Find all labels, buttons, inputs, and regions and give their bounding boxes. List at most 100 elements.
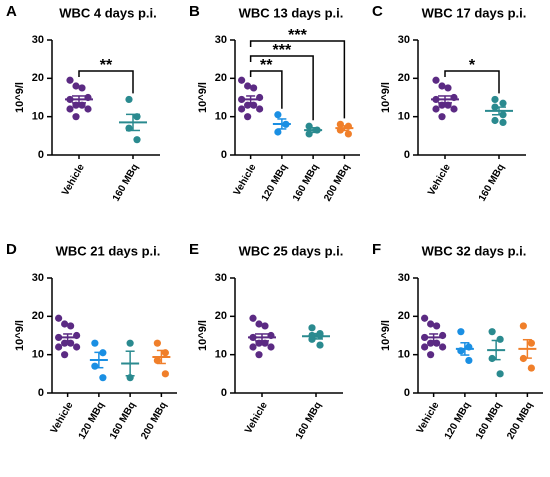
data-point: [465, 343, 473, 351]
significance-bracket: [249, 55, 314, 121]
panel: E WBC 25 days p.i. 10^9/l 0 10 20 30 Vehicle 160…: [189, 241, 343, 441]
y-tick-label: 30: [215, 272, 227, 284]
significance-bracket: [249, 70, 283, 109]
data-point: [255, 339, 263, 347]
x-tick-label: Vehicle: [232, 162, 259, 198]
data-point: [78, 101, 86, 109]
data-point: [450, 105, 458, 113]
x-tick-label: 200 MBq: [322, 162, 352, 203]
data-point: [421, 333, 429, 342]
data-point: [250, 101, 258, 109]
data-point: [439, 343, 447, 351]
data-point: [261, 339, 269, 347]
x-tick-label: 200 MBq: [139, 400, 169, 441]
data-point: [256, 93, 264, 102]
y-tick-label: 10: [398, 111, 410, 123]
data-point: [457, 328, 465, 336]
data-point: [238, 76, 246, 84]
y-tick-label: 20: [215, 72, 227, 84]
data-point: [249, 333, 257, 342]
y-tick-label: 30: [398, 272, 410, 284]
data-point: [61, 339, 69, 347]
data-point: [249, 314, 257, 322]
data-point: [427, 351, 435, 359]
significance-label: ***: [288, 27, 307, 44]
data-point: [432, 95, 440, 104]
data-point: [67, 339, 75, 347]
data-point: [527, 364, 535, 372]
y-tick-label: 0: [404, 149, 410, 161]
significance-label: *: [469, 57, 476, 74]
data-point: [427, 339, 435, 347]
x-tick-label: 160 MBq: [477, 162, 507, 203]
data-point: [66, 95, 74, 104]
significance-bracket: [249, 40, 346, 119]
y-tick-label: 30: [32, 272, 44, 284]
data-point: [153, 339, 161, 347]
data-point: [282, 120, 290, 128]
chart-title: WBC 21 days p.i.: [56, 243, 161, 258]
data-point: [238, 105, 246, 113]
panel: A WBC 4 days p.i. 10^9/l 0 10 20 30 Vehicle 160 …: [6, 3, 160, 203]
data-point: [250, 84, 258, 92]
chart-title: WBC 32 days p.i.: [422, 243, 527, 258]
data-point: [421, 343, 429, 351]
data-point: [91, 362, 99, 370]
data-point: [491, 116, 499, 125]
y-axis-label: 10^9/l: [380, 320, 392, 351]
panel: D WBC 21 days p.i. 10^9/l 0 10 20 30 Vehicle 120…: [6, 241, 177, 441]
data-point: [61, 320, 69, 328]
y-axis-label: 10^9/l: [14, 320, 26, 351]
data-point: [308, 324, 316, 332]
data-point: [91, 339, 99, 347]
data-point: [316, 331, 324, 340]
data-point: [336, 120, 344, 128]
data-point: [84, 105, 92, 113]
y-tick-label: 10: [398, 349, 410, 361]
significance-bracket: [78, 70, 134, 94]
data-point: [305, 122, 313, 130]
data-point: [444, 84, 452, 92]
data-point: [133, 136, 141, 144]
x-tick-label: 160 MBq: [474, 400, 504, 441]
data-point: [465, 356, 473, 365]
y-tick-label: 10: [215, 349, 227, 361]
x-tick-label: Vehicle: [60, 162, 87, 198]
y-axis-label: 10^9/l: [197, 82, 209, 113]
data-point: [161, 349, 169, 357]
data-point: [499, 99, 507, 107]
data-point: [72, 82, 80, 90]
significance-label: **: [100, 57, 113, 74]
data-point: [72, 113, 80, 121]
data-point: [67, 322, 75, 330]
y-tick-label: 0: [221, 387, 227, 399]
y-tick-label: 20: [398, 72, 410, 84]
x-tick-label: Vehicle: [49, 400, 76, 436]
data-point: [255, 320, 263, 328]
x-tick-label: Vehicle: [415, 400, 442, 436]
y-tick-label: 20: [398, 310, 410, 322]
significance-bracket: [444, 70, 500, 94]
data-point: [99, 349, 107, 357]
data-point: [125, 124, 133, 132]
chart-title: WBC 13 days p.i.: [239, 5, 344, 20]
chart-title: WBC 25 days p.i.: [239, 243, 344, 258]
data-point: [66, 105, 74, 113]
data-point: [55, 333, 63, 342]
panel-letter: B: [189, 3, 200, 20]
data-point: [267, 331, 275, 340]
panel-letter: D: [6, 241, 17, 258]
data-point: [78, 84, 86, 92]
y-axis-label: 10^9/l: [14, 82, 26, 113]
panel: B WBC 13 days p.i. 10^9/l 0 10 20 30 Vehicle 120…: [189, 3, 360, 203]
data-point: [99, 374, 107, 382]
y-axis-label: 10^9/l: [380, 82, 392, 113]
panel-letter: F: [372, 241, 381, 258]
panel-letter: A: [6, 3, 17, 20]
y-tick-label: 20: [215, 310, 227, 322]
data-point: [61, 351, 69, 359]
data-point: [55, 314, 63, 322]
data-point: [427, 320, 435, 328]
data-point: [153, 356, 161, 365]
y-tick-label: 10: [215, 111, 227, 123]
